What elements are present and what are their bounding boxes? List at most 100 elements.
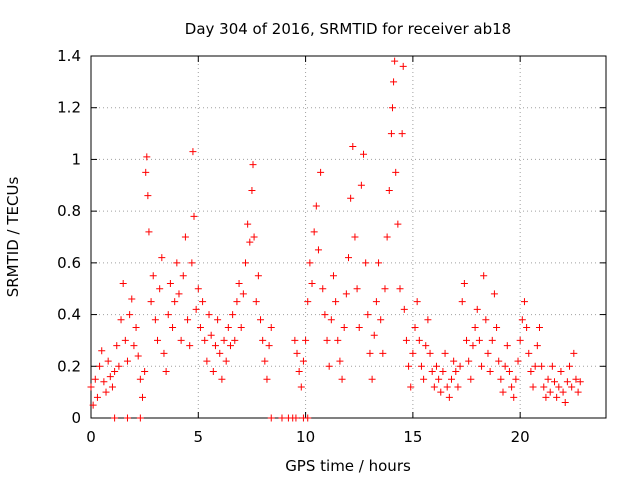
data-point	[321, 311, 328, 318]
data-point	[478, 363, 485, 370]
data-point	[94, 394, 101, 401]
data-point	[487, 368, 494, 375]
data-point	[257, 316, 264, 323]
data-point	[130, 342, 137, 349]
data-point	[160, 350, 167, 357]
data-point	[259, 337, 266, 344]
data-point	[154, 337, 161, 344]
data-point	[96, 363, 103, 370]
data-point	[203, 358, 210, 365]
data-point	[188, 259, 195, 266]
data-point	[189, 148, 196, 155]
data-point	[167, 280, 174, 287]
data-point	[465, 358, 472, 365]
data-point	[120, 280, 127, 287]
data-point	[433, 363, 440, 370]
data-point	[506, 368, 513, 375]
data-point	[135, 352, 142, 359]
data-point	[482, 316, 489, 323]
data-point	[437, 389, 444, 396]
data-point	[311, 228, 318, 235]
data-point	[416, 337, 423, 344]
data-point	[197, 324, 204, 331]
data-point	[137, 376, 144, 383]
data-point	[545, 376, 552, 383]
data-point	[330, 272, 337, 279]
data-point	[98, 347, 105, 354]
data-point	[491, 290, 498, 297]
data-point	[345, 254, 352, 261]
data-point	[439, 368, 446, 375]
data-point	[221, 337, 228, 344]
data-point	[144, 192, 151, 199]
data-point	[195, 285, 202, 292]
x-tick-label: 10	[296, 428, 315, 446]
data-point	[519, 316, 526, 323]
data-point	[291, 337, 298, 344]
data-point	[143, 153, 150, 160]
data-point	[381, 285, 388, 292]
data-point	[191, 213, 198, 220]
data-point	[227, 342, 234, 349]
data-point	[115, 363, 122, 370]
data-point	[324, 337, 331, 344]
data-point	[568, 383, 575, 390]
data-point	[214, 316, 221, 323]
data-point	[100, 378, 107, 385]
data-point	[566, 363, 573, 370]
data-point	[504, 342, 511, 349]
data-point	[521, 298, 528, 305]
data-point	[495, 358, 502, 365]
data-point	[538, 363, 545, 370]
data-point	[242, 259, 249, 266]
data-point	[476, 337, 483, 344]
data-point	[474, 306, 481, 313]
data-points	[88, 58, 584, 422]
data-point	[111, 415, 118, 422]
data-point	[111, 368, 118, 375]
data-point	[354, 285, 361, 292]
data-point	[261, 358, 268, 365]
data-point	[403, 337, 410, 344]
data-point	[517, 337, 524, 344]
chart-title: Day 304 of 2016, SRMTID for receiver ab1…	[185, 20, 511, 38]
data-point	[266, 342, 273, 349]
data-point	[562, 399, 569, 406]
data-point	[523, 324, 530, 331]
data-point	[369, 376, 376, 383]
data-point	[480, 272, 487, 279]
data-point	[549, 363, 556, 370]
y-tick-label: 1	[71, 150, 81, 168]
data-point	[233, 298, 240, 305]
data-point	[184, 316, 191, 323]
data-point	[497, 376, 504, 383]
tick-layer: 0 5 10 15 20 0 0.2 0.4 0.6 0.8 1 1.2 1.4	[57, 47, 606, 446]
data-point	[180, 272, 187, 279]
data-point	[126, 311, 133, 318]
x-tick-label: 5	[194, 428, 204, 446]
y-tick-label: 0.4	[57, 306, 81, 324]
data-point	[343, 290, 350, 297]
data-point	[540, 383, 547, 390]
data-point	[347, 195, 354, 202]
data-point	[356, 324, 363, 331]
data-point	[300, 358, 307, 365]
y-tick-label: 0.2	[57, 357, 81, 375]
data-point	[349, 143, 356, 150]
data-point	[124, 415, 131, 422]
data-point	[461, 280, 468, 287]
data-point	[427, 350, 434, 357]
data-point	[165, 311, 172, 318]
data-point	[182, 234, 189, 241]
data-point	[328, 316, 335, 323]
plot-frame	[91, 56, 606, 418]
data-point	[178, 337, 185, 344]
data-point	[551, 378, 558, 385]
x-tick-label: 0	[86, 428, 96, 446]
data-point	[405, 363, 412, 370]
data-point	[150, 272, 157, 279]
data-point	[302, 337, 309, 344]
data-point	[377, 316, 384, 323]
data-point	[253, 298, 260, 305]
data-point	[218, 376, 225, 383]
